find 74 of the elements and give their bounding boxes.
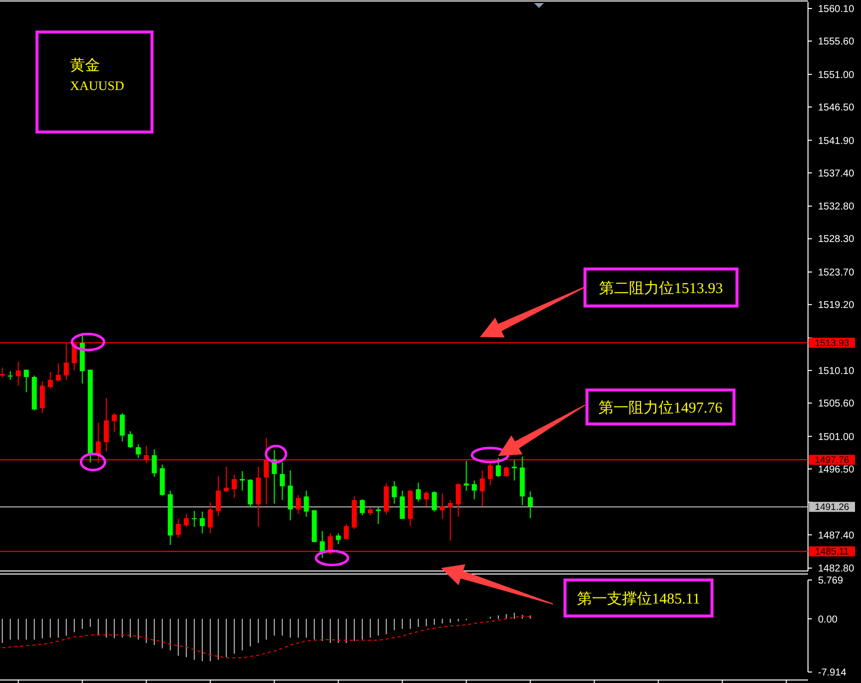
y-tick-label: 1487.40 [818,530,855,542]
candlestick [304,490,309,518]
candlestick [224,466,229,493]
candlestick [24,369,29,393]
candlestick [280,462,285,501]
candlestick [216,476,221,516]
y-tick-label: -7.914 [818,668,847,678]
candlestick [528,490,533,519]
candlestick [208,502,213,534]
y-tick-label: 1541.90 [818,136,855,147]
y-tick-label: 1505.60 [818,398,855,410]
candlestick [288,470,293,521]
candlestick [456,482,461,518]
candlestick [128,430,133,448]
ref-line-label: 1485.11 [815,546,849,558]
ref-line-label: 1497.76 [814,455,850,466]
y-tick-label: 1482.80 [818,564,855,575]
annotation: 第一阻力位1497.76 [598,399,723,416]
candlestick [344,523,349,540]
candlestick [504,466,509,478]
candlestick [392,480,397,504]
candlestick [400,490,405,520]
candlestick [200,511,205,534]
candlestick [136,444,141,459]
candlestick [480,470,485,508]
y-tick-label: 1523.70 [818,268,855,279]
candlestick [56,362,61,382]
y-tick-label: 1532.80 [818,202,855,213]
candlestick [104,397,109,452]
candlestick [472,480,477,500]
candlestick [432,490,437,512]
candlestick [8,370,13,380]
candlestick [376,506,381,524]
ref-line-label: 1513.93 [814,338,850,350]
candlestick [416,482,421,502]
y-tick-label: 1519.20 [818,300,855,312]
candlestick [360,498,365,516]
text: XAUUSD [70,78,124,93]
candlestick [240,470,245,492]
y-tick-label: 1551.00 [818,70,855,81]
ref-line-label: 1491.26 [814,502,850,514]
candlestick [48,371,53,390]
y-tick-label: 5.769 [818,576,844,586]
candlestick [120,412,125,442]
candlestick [232,474,237,498]
y-tick-label: 1546.50 [818,102,855,114]
annotation: 第一支撑位1485.11 [576,590,700,608]
line-series [2,616,531,658]
candlestick [448,500,453,542]
candlestick [40,380,45,414]
candlestick [152,448,157,478]
y-tick-label: 1537.40 [818,168,855,180]
y-tick-label: 1528.30 [818,234,855,246]
y-tick-label: 1510.10 [818,366,855,377]
candlestick [488,460,493,486]
y-tick-label: 1496.50 [818,464,855,476]
candlestick [0,367,5,378]
y-tick-label: 0.00 [818,614,838,626]
candlestick [112,412,117,433]
y-tick-label: 1560.10 [818,4,855,16]
text: 黄金 [70,57,100,74]
candlestick [440,493,445,520]
candlestick [424,490,429,508]
y-tick-label: 1501.00 [818,432,855,443]
candlestick [296,494,301,514]
candlestick [192,510,197,528]
candlestick [16,361,21,386]
candlestick [176,518,181,538]
y-tick-label: 1555.60 [818,36,855,48]
annotation: 第二阻力位1513.93 [599,280,723,297]
candlestick [336,532,341,545]
candlestick [496,458,501,478]
candlestick [464,460,469,492]
candlestick [184,513,189,528]
